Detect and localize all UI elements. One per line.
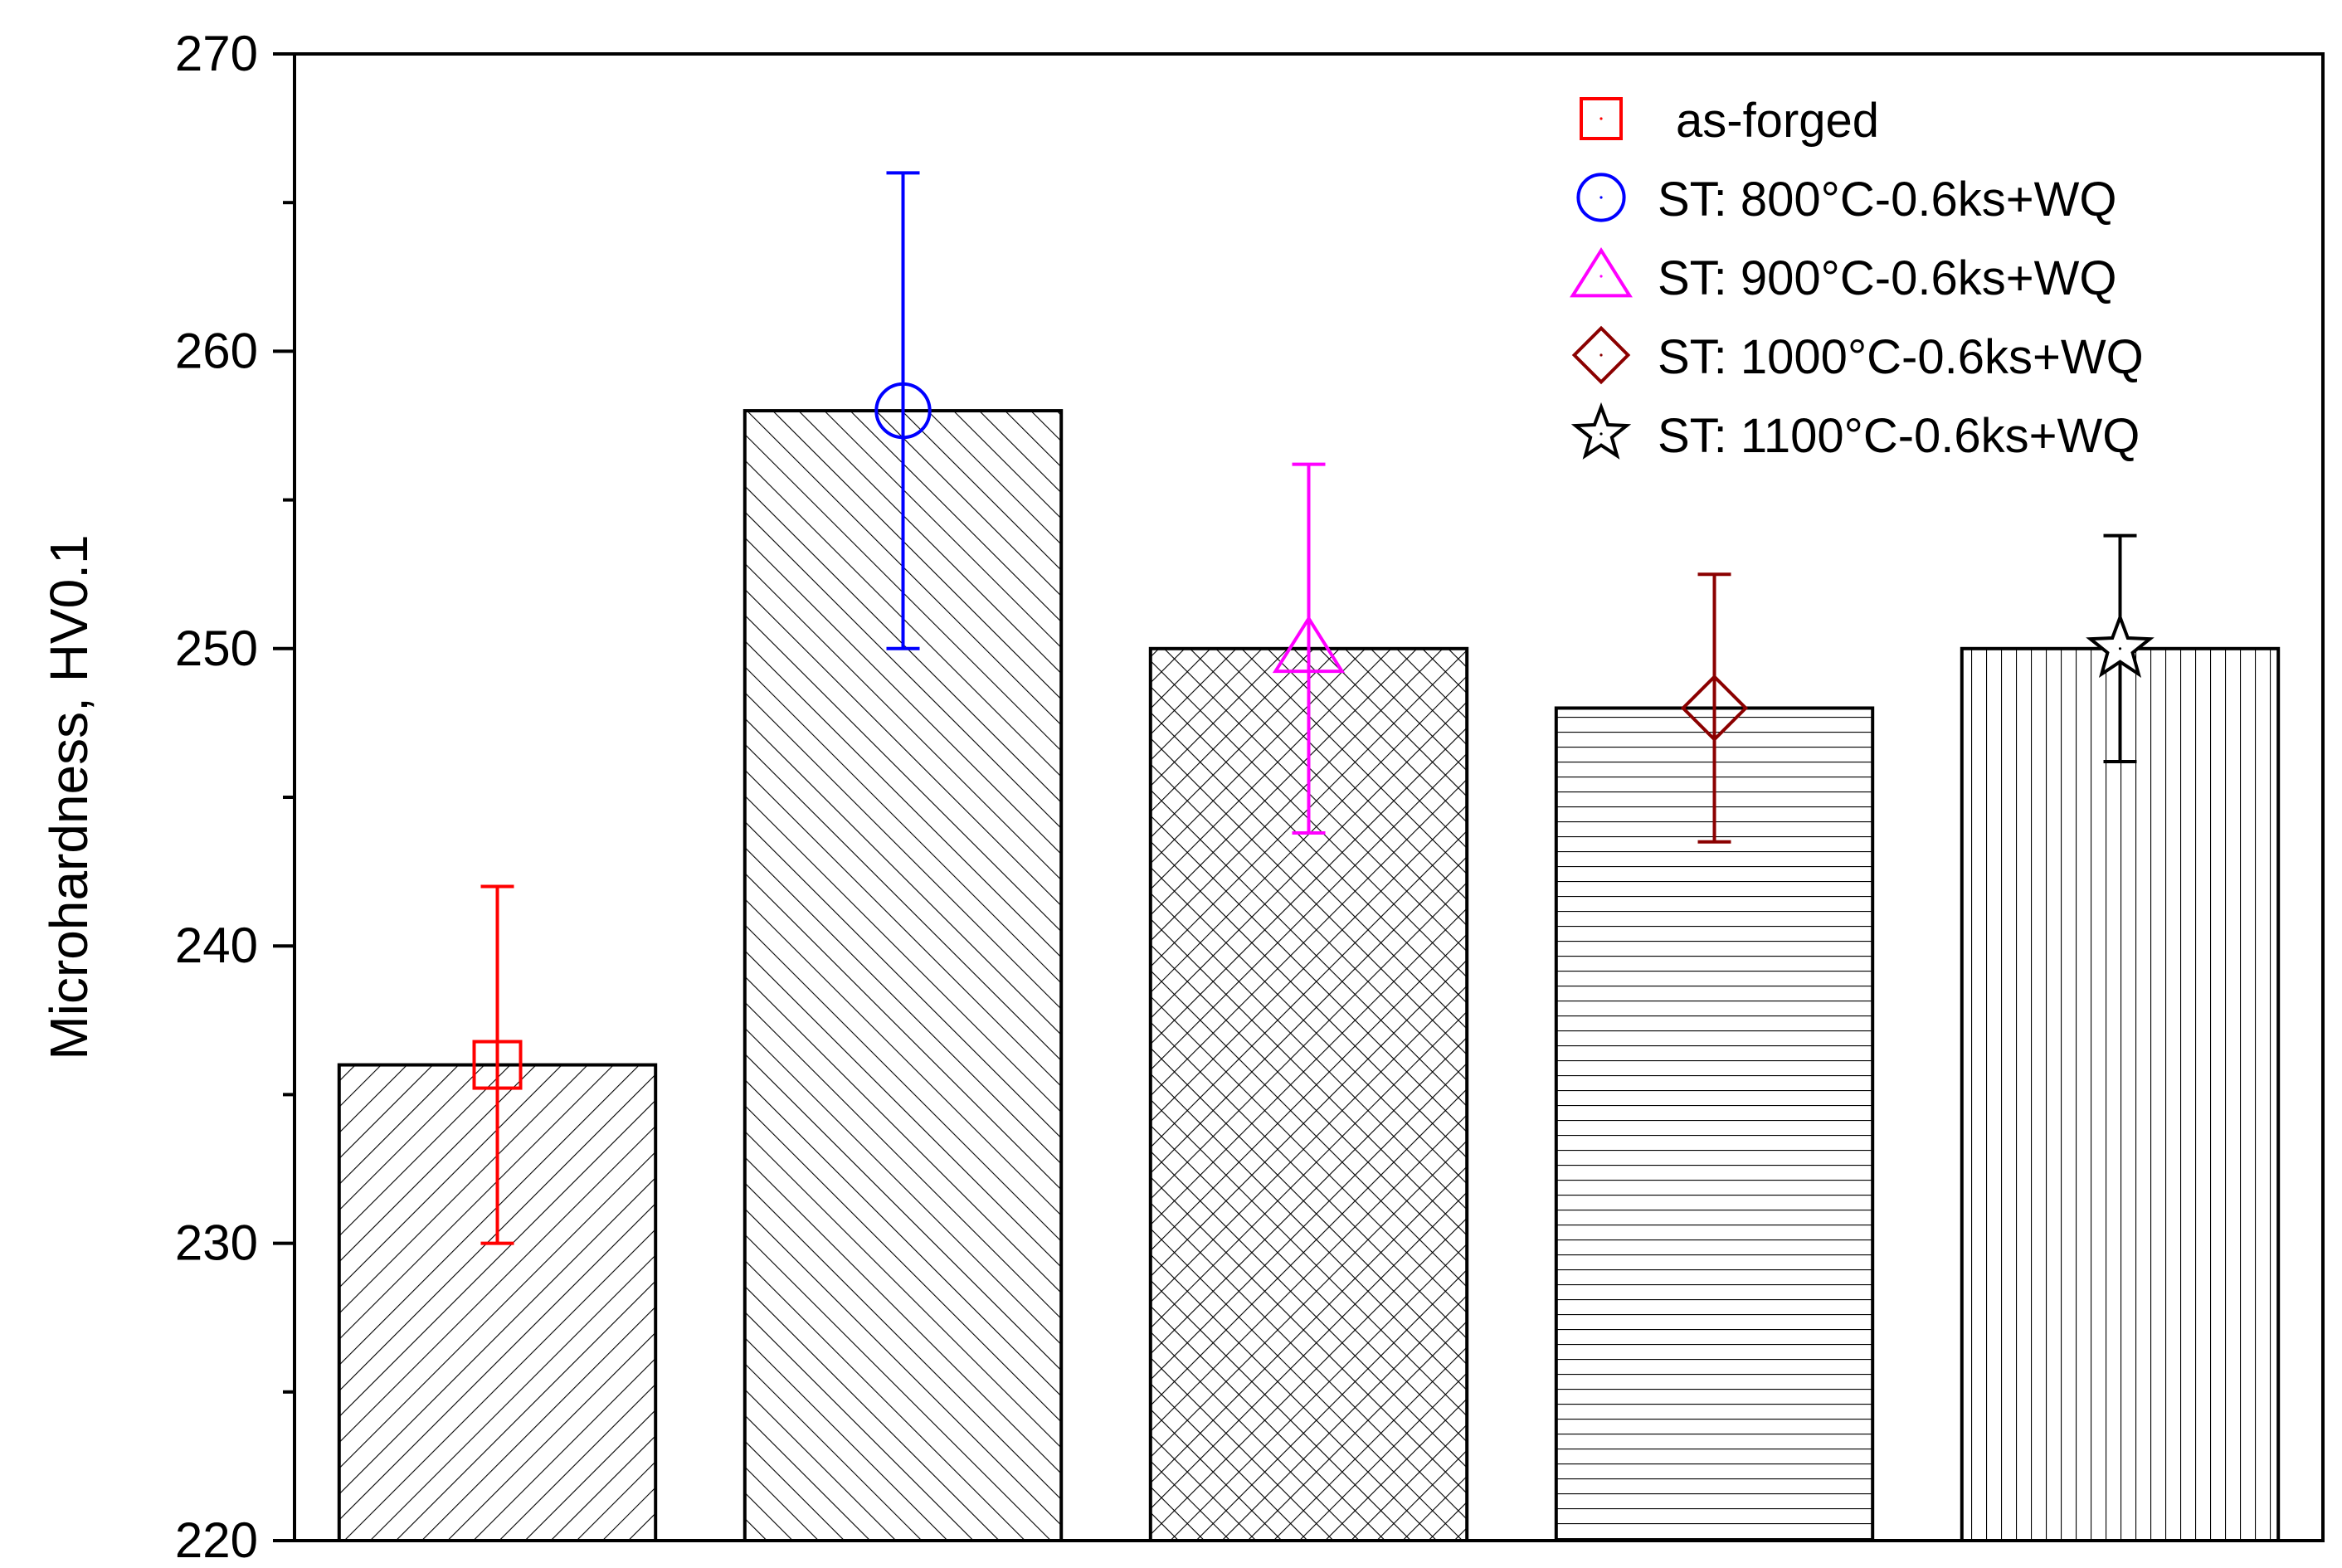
y-tick-label: 220 [175,1512,258,1568]
data-point-star-dot [2118,647,2122,650]
markers-group [472,382,2155,1090]
data-point-diamond [1680,674,1749,743]
data-point-triangle-dot [1307,647,1311,650]
y-tick-label: 250 [175,621,258,676]
data-point-square-dot [495,1063,499,1067]
data-point-square [472,1040,523,1090]
legend-label: ST: 1000°C-0.6ks+WQ [1658,330,2144,384]
legend-label: ST: 900°C-0.6ks+WQ [1658,251,2116,305]
legend-label: as-forged [1676,94,1879,148]
legend-marker-diamond [1571,325,1631,385]
data-point-circle-dot [901,409,905,412]
legend-marker-square [1580,97,1623,140]
legend-marker-circle [1576,173,1626,222]
legend-marker-circle-dot [1599,196,1603,199]
y-tick-label: 270 [175,26,258,81]
data-point-diamond-dot [1712,706,1716,710]
data-point-triangle [1272,615,1346,674]
bar [1554,706,1875,1542]
legend-marker-diamond-dot [1599,353,1603,357]
y-axis: 220 230 240 250 260 270 [175,26,295,1568]
y-tick-label: 230 [175,1215,258,1271]
legend-marker-star-dot [1599,432,1603,436]
legend-label: ST: 800°C-0.6ks+WQ [1658,173,2116,226]
data-point-circle [874,382,932,440]
legend: as-forged ST: 800°C-0.6ks+WQ ST: 900°C-0.6… [1570,94,2144,463]
legend-marker-square-dot [1599,117,1603,120]
y-axis-label: Microhardness, HV0.1 [39,534,99,1059]
y-tick-label: 260 [175,323,258,378]
bar [1960,646,2281,1542]
data-point-star [2086,612,2155,679]
legend-marker-triangle [1570,247,1633,298]
legend-label: ST: 1100°C-0.6ks+WQ [1658,409,2140,463]
y-tick-label: 240 [175,918,258,973]
legend-marker-star [1570,402,1632,460]
legend-marker-triangle-dot [1599,275,1603,278]
